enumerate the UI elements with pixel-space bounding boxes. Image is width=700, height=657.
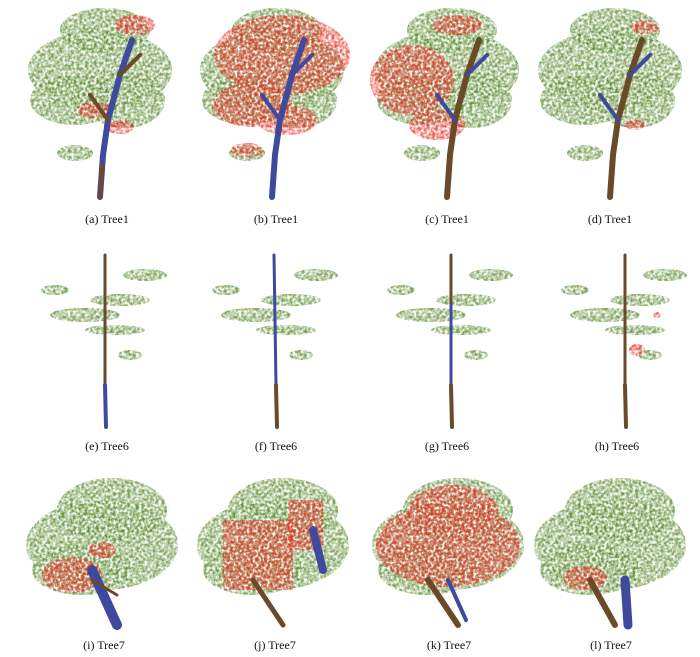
caption: (e) Tree6 xyxy=(85,439,129,453)
tree-panel xyxy=(26,478,178,630)
caption: (g) Tree6 xyxy=(425,439,469,453)
tree-panel xyxy=(534,478,686,630)
caption: (k) Tree7 xyxy=(427,638,471,652)
tree-panel xyxy=(28,8,172,200)
tree-panel xyxy=(197,478,349,628)
captions: (a) Tree1 (b) Tree1 (c) Tree1 (d) Tree1 … xyxy=(83,212,639,652)
tree-panel xyxy=(200,8,350,200)
caption: (c) Tree1 xyxy=(425,212,469,226)
caption: (l) Tree7 xyxy=(590,638,632,652)
caption: (d) Tree1 xyxy=(588,212,632,226)
tree-panel xyxy=(41,253,167,429)
tree-panel xyxy=(370,8,519,200)
caption: (i) Tree7 xyxy=(83,638,125,652)
caption: (a) Tree1 xyxy=(85,212,129,226)
caption: (h) Tree6 xyxy=(595,439,639,453)
tree-panel xyxy=(561,253,687,429)
caption: (j) Tree7 xyxy=(254,638,296,652)
tree-panel xyxy=(372,478,524,628)
caption: (b) Tree1 xyxy=(254,212,298,226)
tree-panel xyxy=(538,8,682,200)
tree-panel xyxy=(387,253,513,429)
caption: (f) Tree6 xyxy=(255,439,297,453)
tree-panel xyxy=(212,253,338,429)
